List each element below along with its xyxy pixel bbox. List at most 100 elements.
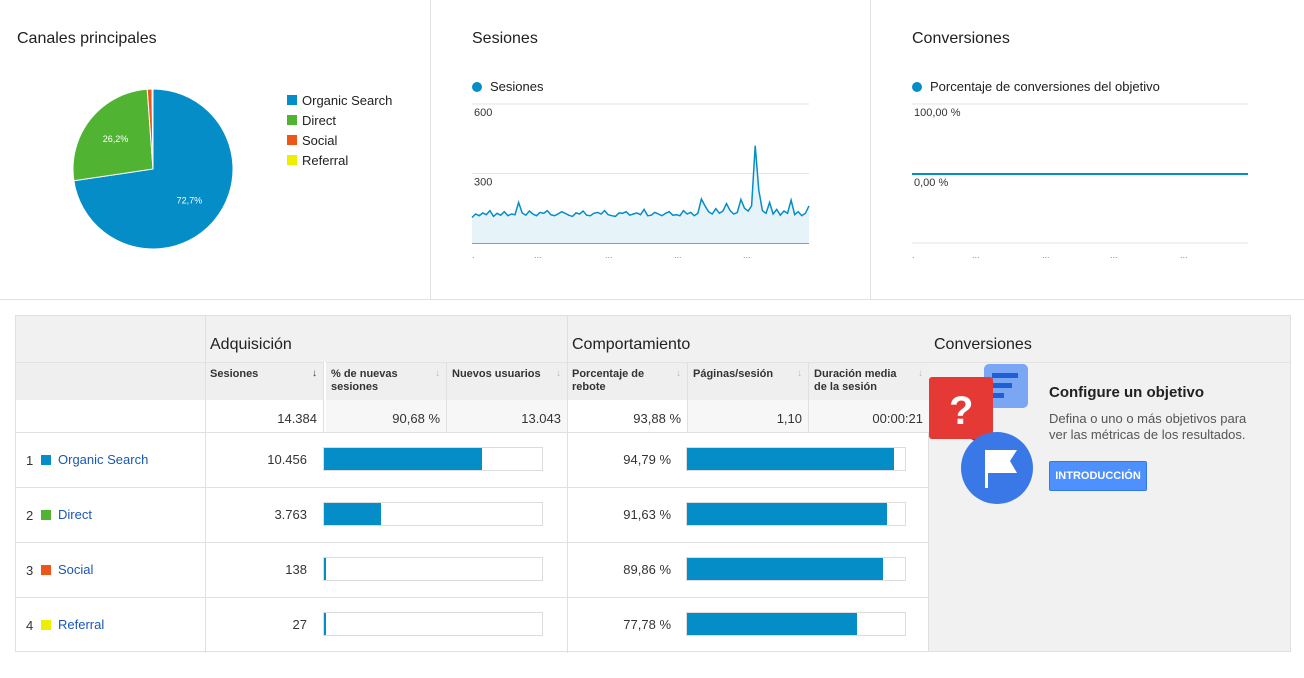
y-tick-label: 0,00 % <box>914 177 948 189</box>
legend-label: Referral <box>302 152 349 168</box>
column-divider <box>323 362 324 432</box>
sessions-bar-fill <box>324 613 326 635</box>
y-tick-label: 600 <box>474 107 492 119</box>
column-divider <box>808 362 809 432</box>
column-header-empty <box>16 362 205 400</box>
x-tick-label: ... <box>1042 250 1050 260</box>
legend-item-referral[interactable]: Referral <box>287 150 392 170</box>
x-tick-label: . <box>912 250 915 260</box>
row-bounce: 89,86 % <box>623 562 671 577</box>
sort-desc-icon: ↓ <box>312 368 317 379</box>
series-dot <box>912 81 922 92</box>
sort-icon: ↓ <box>797 368 802 379</box>
sort-icon: ↓ <box>556 368 561 379</box>
total-new-users: 13.043 <box>447 400 567 432</box>
conversions-line-chart[interactable]: 100,00 % 0,00 %............. <box>872 0 1304 299</box>
row-color-swatch <box>41 565 51 575</box>
sessions-line-chart[interactable]: 600 300............. <box>432 0 871 299</box>
sessions-line <box>471 145 810 219</box>
sessions-bar-fill <box>324 448 483 470</box>
channels-panel-title: Canales principales <box>17 30 157 47</box>
overview-panels: Canales principales 72,7% 26,2% Organic S… <box>0 0 1304 300</box>
x-tick-label: ... <box>674 250 682 260</box>
row-channel-link[interactable]: Organic Search <box>58 452 149 467</box>
column-header-new-users[interactable]: Nuevos usuarios ↓ <box>447 362 567 400</box>
row-channel-link[interactable]: Direct <box>58 507 92 522</box>
sessions-bar-fill <box>324 558 327 580</box>
sessions-bar <box>323 612 543 636</box>
legend-item-organic-search[interactable]: Organic Search <box>287 90 392 110</box>
row-sessions: 10.456 <box>267 452 307 467</box>
x-tick-label: ... <box>1180 250 1188 260</box>
sort-icon: ↓ <box>435 368 440 379</box>
table-row: 4 Referral 27 77,78 % <box>16 597 930 652</box>
row-bounce: 94,79 % <box>623 452 671 467</box>
row-channel-link[interactable]: Referral <box>58 617 105 632</box>
y-tick-label: 300 <box>474 177 492 189</box>
sessions-panel-title: Sesiones <box>472 30 538 47</box>
column-divider <box>446 362 447 432</box>
column-header-label: % de nuevas sesiones <box>331 368 398 393</box>
column-header-sessions[interactable]: Sesiones ↓ <box>205 362 323 400</box>
column-header-label: Nuevos usuarios <box>452 368 541 380</box>
column-header-new-sessions[interactable]: % de nuevas sesiones ↓ <box>326 362 446 400</box>
bounce-bar-fill <box>687 503 887 525</box>
goal-description: Defina o uno o más objetivos para ver la… <box>1049 411 1247 442</box>
introduction-button[interactable]: INTRODUCCIÓN <box>1049 461 1147 491</box>
legend-swatch <box>287 95 297 105</box>
row-rank: 2 <box>26 508 34 523</box>
total-bounce: 93,88 % <box>633 411 681 426</box>
legend-label: Social <box>302 132 338 148</box>
y-tick-label: 100,00 % <box>914 107 961 119</box>
row-rank: 1 <box>26 453 34 468</box>
column-divider <box>205 316 206 653</box>
legend-item-social[interactable]: Social <box>287 130 392 150</box>
column-header-pages[interactable]: Páginas/sesión ↓ <box>688 362 808 400</box>
legend-item-direct[interactable]: Direct <box>287 110 392 130</box>
total-duration: 00:00:21 <box>809 400 929 432</box>
divider <box>929 362 1290 363</box>
conversions-panel: Conversiones Porcentaje de conversiones … <box>872 0 1304 299</box>
sessions-legend[interactable]: Sesiones <box>472 79 543 94</box>
group-header-empty <box>16 316 205 362</box>
row-bounce: 77,78 % <box>623 617 671 632</box>
channels-panel: Canales principales 72,7% 26,2% Organic S… <box>0 0 431 299</box>
pie-slice <box>72 88 154 182</box>
row-color-swatch <box>41 510 51 520</box>
table-row: 3 Social 138 89,86 % <box>16 542 930 597</box>
legend-label: Direct <box>302 112 336 128</box>
column-divider <box>687 362 688 432</box>
column-divider <box>567 316 568 653</box>
row-sessions: 3.763 <box>274 507 307 522</box>
bounce-bar <box>686 612 906 636</box>
pie-slice <box>151 88 154 170</box>
legend-swatch <box>287 155 297 165</box>
x-tick-label: ... <box>743 250 751 260</box>
bounce-bar-fill <box>687 448 894 470</box>
table-row: 1 Organic Search 10.456 94,79 % <box>16 432 930 487</box>
goal-illustration-icon: ? <box>929 364 1033 504</box>
row-color-swatch <box>41 455 51 465</box>
column-header-label: Páginas/sesión <box>693 368 774 380</box>
column-header-duration[interactable]: Duración media de la sesión ↓ <box>809 362 929 400</box>
bounce-bar <box>686 447 906 471</box>
row-color-swatch <box>41 620 51 630</box>
group-header-acquisition: Adquisición <box>205 316 567 362</box>
sessions-bar <box>323 502 543 526</box>
column-header-bounce[interactable]: Porcentaje de rebote ↓ <box>567 362 687 400</box>
column-header-label: Duración media de la sesión <box>814 368 897 393</box>
row-channel-link[interactable]: Social <box>58 562 94 577</box>
sessions-bar <box>323 447 543 471</box>
series-dot <box>472 81 482 92</box>
row-sessions: 27 <box>292 617 307 632</box>
goal-setup-panel: Conversiones ? Configure un objetivo Def… <box>929 315 1291 652</box>
channels-pie-chart[interactable]: 72,7% 26,2% <box>0 0 431 299</box>
x-tick-label: ... <box>1110 250 1118 260</box>
conversions-legend[interactable]: Porcentaje de conversiones del objetivo <box>912 79 1160 94</box>
table-row: 2 Direct 3.763 91,63 % <box>16 487 930 542</box>
conversions-panel-title: Conversiones <box>912 30 1010 47</box>
conversions-legend-label: Porcentaje de conversiones del objetivo <box>930 79 1160 94</box>
sessions-bar <box>323 557 543 581</box>
x-tick-label: ... <box>972 250 980 260</box>
bounce-bar <box>686 557 906 581</box>
